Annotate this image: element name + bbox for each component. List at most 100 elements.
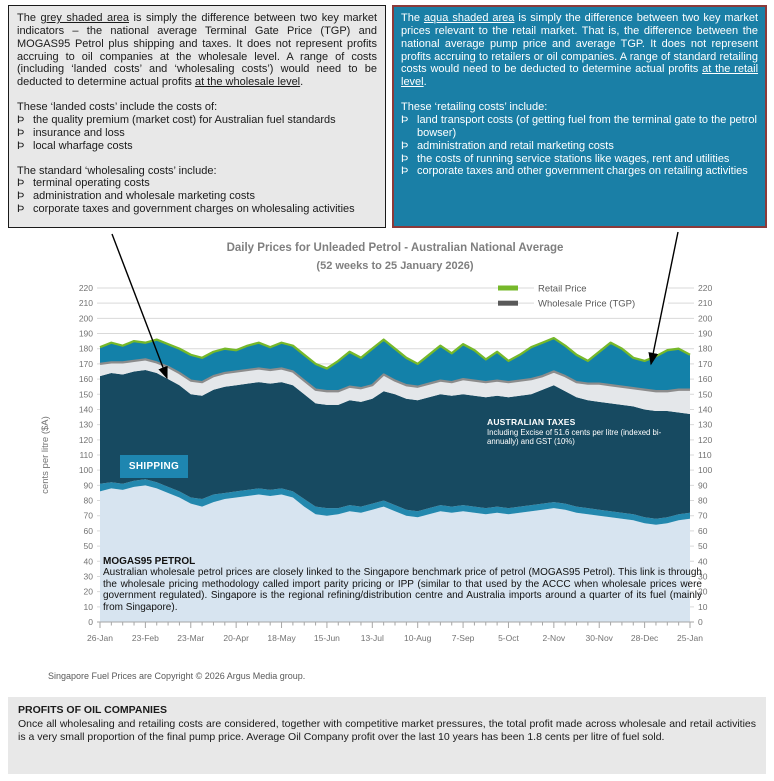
y-tick-label-left: 220 [79, 283, 93, 293]
australian-taxes-annotation: AUSTRALIAN TAXES Including Excise of 51.… [487, 417, 673, 446]
y-tick-label-left: 20 [84, 587, 94, 597]
y-tick-label-right: 150 [698, 389, 712, 399]
profits-body: Once all wholesaling and retailing costs… [18, 717, 756, 744]
x-tick-label: 18-May [267, 633, 296, 643]
bullet-text: administration and retail marketing cost… [417, 139, 614, 152]
y-axis-title: cents per litre ($A) [40, 416, 51, 494]
y-tick-label-right: 160 [698, 374, 712, 384]
y-tick-label-left: 10 [84, 602, 94, 612]
price-line [99, 358, 690, 393]
y-tick-label-left: 180 [79, 344, 93, 354]
arrow-grey-area [111, 233, 168, 380]
y-tick-label-left: 100 [79, 465, 93, 475]
bullet-glyph: Þ [401, 139, 409, 152]
area-band-1 [100, 479, 690, 525]
y-tick-label-right: 170 [698, 359, 712, 369]
underlined-phrase: at the wholesale level [194, 76, 301, 89]
y-tick-label-left: 30 [84, 571, 94, 581]
y-tick-label-left: 0 [88, 617, 93, 627]
mogas95-annotation-title: MOGAS95 PETROL [103, 556, 196, 567]
text-segment: is simply the difference between two key… [401, 12, 759, 76]
text-segment: . [423, 76, 427, 89]
legend-label: Retail Price [538, 284, 587, 295]
x-tick-label: 2-Nov [543, 633, 566, 643]
arrow-aqua-area [648, 231, 679, 366]
y-tick-label-right: 190 [698, 329, 712, 339]
area-band-4 [100, 338, 690, 392]
y-tick-label-right: 90 [698, 480, 708, 490]
y-tick-label-left: 150 [79, 389, 93, 399]
y-tick-label-right: 30 [698, 571, 708, 581]
retailing-costs-intro: These ‘retailing costs’ include: [401, 101, 548, 114]
y-tick-label-left: 70 [84, 511, 94, 521]
mogas95-annotation-body: Australian wholesale petrol prices are c… [103, 567, 702, 614]
area-band-2 [100, 370, 690, 519]
y-tick-label-right: 80 [698, 496, 708, 506]
bullet-glyph: Þ [17, 139, 25, 152]
y-tick-label-right: 200 [698, 313, 712, 323]
underlined-phrase: grey shaded area [40, 12, 129, 24]
y-tick-label-right: 20 [698, 587, 708, 597]
y-tick-label-left: 140 [79, 404, 93, 414]
landed-costs-intro: These ‘landed costs’ include the costs o… [17, 101, 218, 114]
bullet-text: land transport costs (of getting fuel fr… [417, 114, 757, 139]
x-tick-label: 7-Sep [452, 633, 475, 643]
area-band-0 [100, 485, 690, 622]
y-tick-label-left: 60 [84, 526, 94, 536]
legend-label: Wholesale Price (TGP) [538, 299, 635, 310]
y-tick-label-right: 0 [698, 617, 703, 627]
y-tick-label-right: 210 [698, 298, 712, 308]
bullet-text: corporate taxes and government charges o… [33, 203, 355, 216]
y-tick-label-left: 190 [79, 329, 93, 339]
y-tick-label-left: 80 [84, 496, 94, 506]
y-tick-label-right: 10 [698, 602, 708, 612]
y-tick-label-right: 40 [698, 556, 708, 566]
bullet-glyph: Þ [17, 203, 25, 216]
x-tick-label: 10-Aug [404, 633, 432, 643]
y-tick-label-right: 110 [698, 450, 712, 460]
bullet-text: terminal operating costs [33, 177, 150, 190]
wholesale-explainer-box: The grey shaded area is simply the diffe… [8, 5, 386, 228]
x-tick-label: 23-Mar [177, 633, 204, 643]
y-tick-label-right: 140 [698, 404, 712, 414]
x-tick-label: 26-Jan [87, 633, 113, 643]
underlined-phrase: aqua shaded area [423, 12, 515, 24]
x-tick-label: 13-Jul [361, 633, 384, 643]
bullet-text: the costs of running service stations li… [417, 152, 730, 165]
bullet-text: the quality premium (market cost) for Au… [33, 114, 336, 127]
copyright-note: Singapore Fuel Prices are Copyright © 20… [48, 671, 306, 681]
bullet-glyph: Þ [401, 152, 409, 165]
x-tick-label: 30-Nov [586, 633, 614, 643]
y-tick-label-left: 50 [84, 541, 94, 551]
x-tick-label: 15-Jun [314, 633, 340, 643]
y-tick-label-right: 50 [698, 541, 708, 551]
bullet-glyph: Þ [401, 165, 409, 178]
y-tick-label-right: 180 [698, 344, 712, 354]
taxes-annotation-body: Including Excise of 51.6 cents per litre… [487, 428, 662, 447]
bullet-glyph: Þ [401, 114, 409, 127]
bullet-text: insurance and loss [33, 126, 125, 139]
x-tick-label: 28-Dec [631, 633, 659, 643]
y-tick-label-left: 90 [84, 480, 94, 490]
y-tick-label-right: 60 [698, 526, 708, 536]
shipping-area-label: SHIPPING [120, 455, 188, 478]
bullet-glyph: Þ [17, 177, 25, 190]
y-tick-label-left: 110 [79, 450, 93, 460]
bullet-glyph: Þ [17, 114, 25, 127]
y-tick-label-left: 200 [79, 313, 93, 323]
x-tick-label: 5-Oct [498, 633, 519, 643]
profits-title: PROFITS OF OIL COMPANIES [18, 704, 167, 716]
bullet-text: corporate taxes and other government cha… [417, 165, 748, 178]
